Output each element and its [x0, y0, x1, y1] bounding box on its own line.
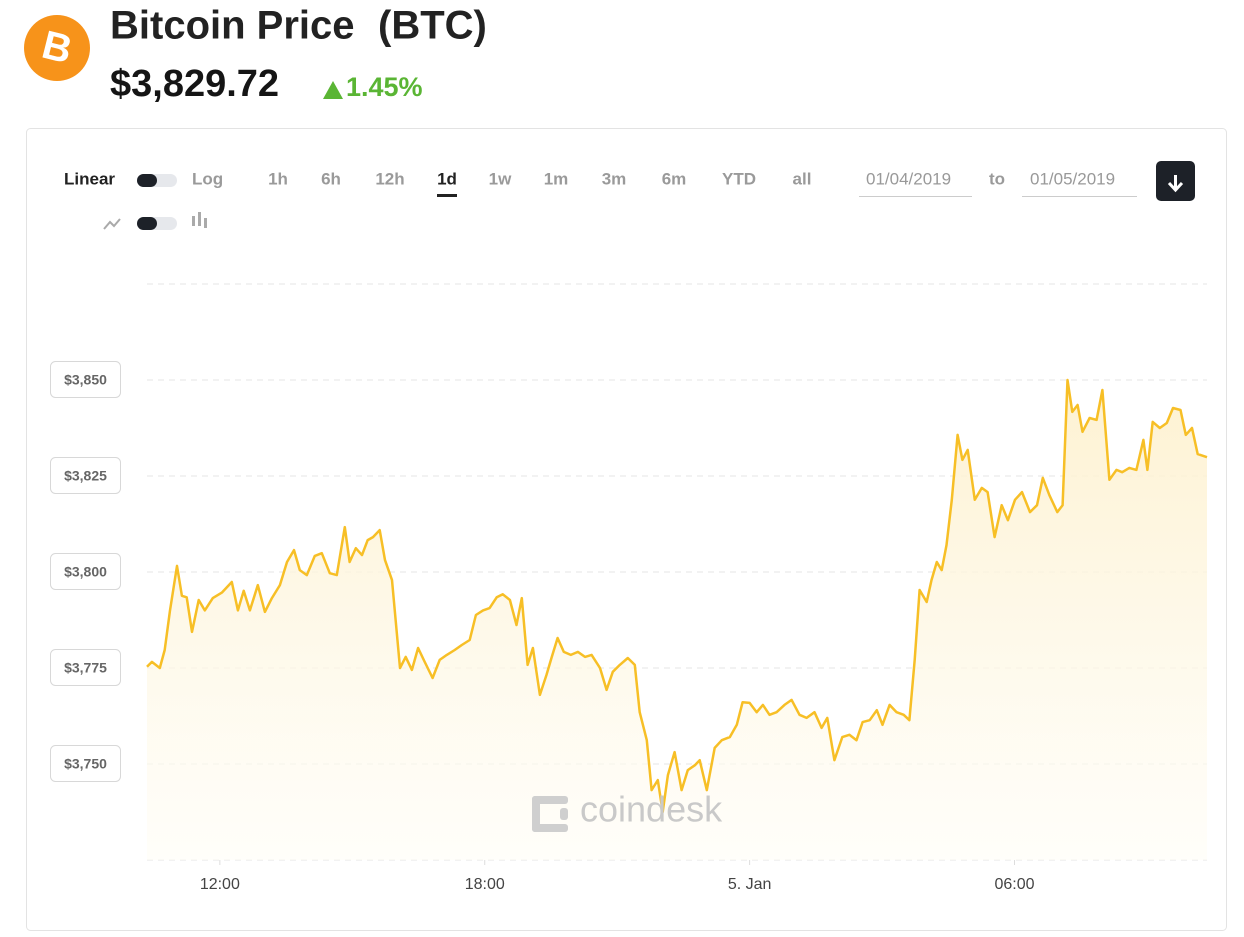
price: $3,829.72	[110, 63, 279, 105]
y-tick-label: $3,750	[64, 756, 107, 772]
watermark: coindesk	[580, 789, 723, 830]
range-button[interactable]: YTD	[722, 169, 756, 188]
candle-icon[interactable]	[192, 212, 207, 228]
page-title: Bitcoin Price	[110, 4, 355, 48]
plot: $3,750 $3,775 $3,800 $3,825 $3,850 12:00 18:00…	[50, 283, 1208, 893]
x-tick-label: 5. Jan	[728, 876, 772, 893]
y-tick-box	[50, 649, 121, 686]
active-underline	[437, 194, 457, 197]
symbol: (BTC)	[378, 4, 487, 48]
price-change: 1.45%	[346, 72, 423, 102]
line-icon[interactable]	[103, 218, 121, 230]
range-button[interactable]: 12h	[375, 169, 404, 188]
toggle-knob	[137, 217, 157, 230]
toggle-knob	[137, 174, 157, 187]
date-sep: to	[989, 169, 1005, 188]
y-tick-box	[50, 745, 121, 782]
range-button[interactable]: 3m	[602, 169, 627, 188]
price-line	[146, 378, 1208, 814]
x-tick-label: 12:00	[200, 876, 240, 893]
range-button[interactable]: 1w	[489, 169, 512, 188]
range-button[interactable]: 6h	[321, 169, 341, 188]
y-tick-box	[50, 361, 121, 398]
linear-label[interactable]: Linear	[64, 169, 115, 188]
y-tick-label: $3,775	[64, 660, 107, 676]
range-button[interactable]: 1d	[437, 169, 457, 188]
y-tick-box	[50, 457, 121, 494]
y-tick-box	[50, 553, 121, 590]
btc-icon	[24, 15, 90, 81]
area-fill	[147, 380, 1207, 860]
date-to[interactable]: 01/05/2019	[1030, 169, 1115, 188]
range-button[interactable]: 6m	[662, 169, 687, 188]
up-arrow	[323, 81, 343, 99]
range-button[interactable]: 1h	[268, 169, 288, 188]
x-tick-label: 18:00	[465, 876, 505, 893]
y-tick-label: $3,800	[64, 564, 107, 580]
x-tick-label: 06:00	[994, 876, 1034, 893]
range-button[interactable]: all	[793, 169, 812, 188]
y-tick-label: $3,850	[64, 372, 107, 388]
range-button[interactable]: 1m	[544, 169, 569, 188]
watermark-logo	[532, 796, 568, 832]
download-icon	[1167, 175, 1184, 193]
log-label[interactable]: Log	[192, 169, 223, 188]
y-tick-label: $3,825	[64, 468, 107, 484]
date-from[interactable]: 01/04/2019	[866, 169, 951, 188]
